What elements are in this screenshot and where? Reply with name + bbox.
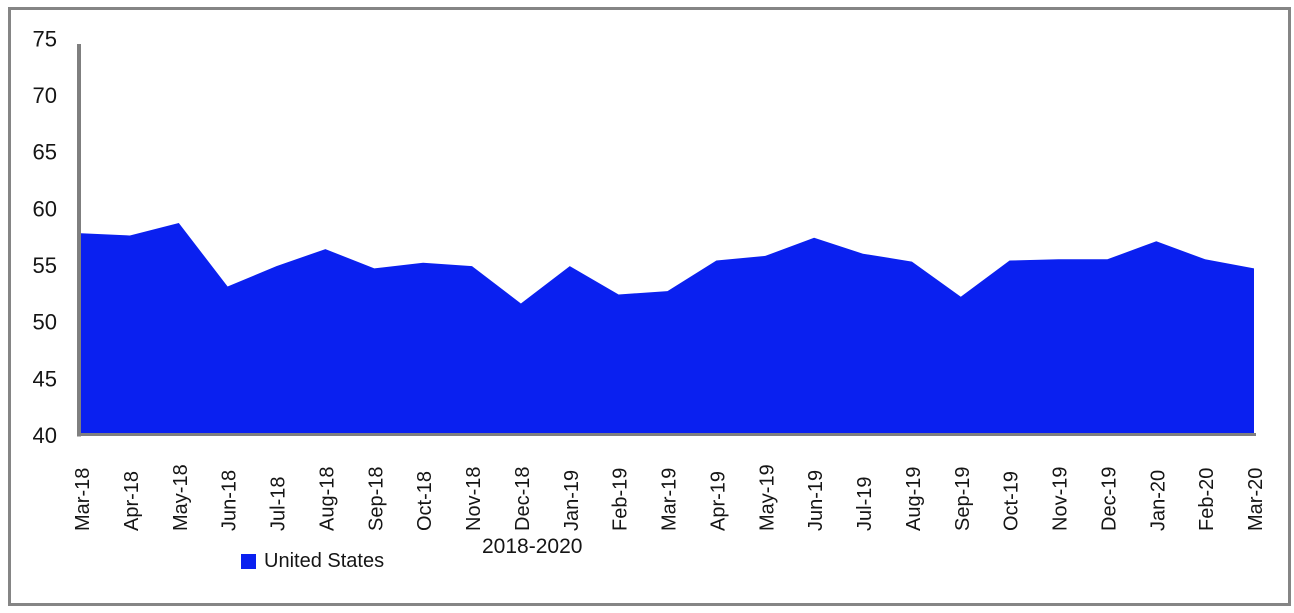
x-tick-label: Jul-19 xyxy=(854,477,876,531)
legend-swatch-icon xyxy=(241,554,256,569)
x-tick-label: Feb-20 xyxy=(1196,468,1218,531)
x-tick-label: Nov-19 xyxy=(1050,467,1072,531)
x-tick-label: Jun-18 xyxy=(219,470,241,531)
x-tick-label: Apr-19 xyxy=(707,471,729,531)
x-tick-label: Sep-19 xyxy=(952,467,974,532)
y-tick-label: 60 xyxy=(33,196,57,221)
x-tick-label: Aug-18 xyxy=(316,467,338,532)
area-series-united-states xyxy=(81,223,1254,434)
x-tick-label: May-19 xyxy=(756,464,778,531)
chart-caption: 2018-2020 xyxy=(482,535,583,558)
x-tick-label: Nov-18 xyxy=(463,467,485,531)
x-tick-label: Feb-19 xyxy=(610,468,632,531)
legend: United States xyxy=(241,550,384,573)
x-tick-label: Jan-19 xyxy=(561,470,583,531)
y-tick-label: 75 xyxy=(33,26,57,51)
y-tick-label: 55 xyxy=(33,253,57,278)
legend-label: United States xyxy=(264,550,385,572)
x-tick-label: Dec-18 xyxy=(512,467,534,531)
x-tick-label: Mar-19 xyxy=(659,468,681,531)
x-tick-label: Oct-19 xyxy=(1001,471,1023,531)
x-tick-label: Mar-20 xyxy=(1245,468,1267,531)
y-tick-label: 65 xyxy=(33,140,57,165)
y-tick-label: 50 xyxy=(33,310,57,335)
x-tick-label: Jan-20 xyxy=(1147,470,1169,531)
x-tick-label: Sep-18 xyxy=(365,467,387,532)
y-tick-label: 45 xyxy=(33,366,57,391)
x-tick-label: Aug-19 xyxy=(903,467,925,532)
x-tick-label: Jun-19 xyxy=(805,470,827,531)
y-tick-label: 70 xyxy=(33,83,57,108)
x-tick-label: Apr-18 xyxy=(121,471,143,531)
x-tick-label: Jul-18 xyxy=(268,477,290,531)
x-tick-label: Mar-18 xyxy=(72,468,94,531)
y-tick-label: 40 xyxy=(33,423,57,448)
x-tick-label: Dec-19 xyxy=(1098,467,1120,531)
x-tick-label: Oct-18 xyxy=(414,471,436,531)
x-tick-label: May-18 xyxy=(170,464,192,531)
